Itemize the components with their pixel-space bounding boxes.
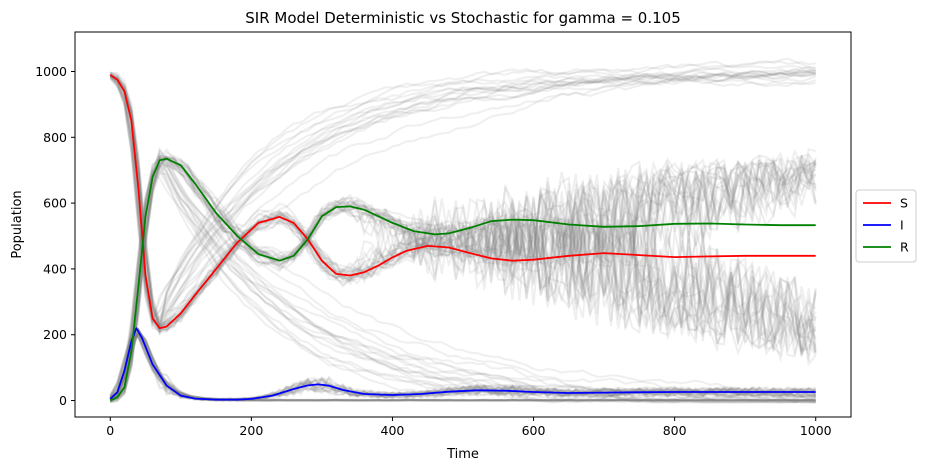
x-tick-label: 200	[239, 423, 263, 438]
stochastic-trace	[109, 160, 816, 404]
stochastic-trace	[109, 156, 817, 399]
stochastic-trace	[110, 75, 817, 326]
stochastic-trace	[109, 334, 817, 402]
x-tick-label: 800	[663, 423, 687, 438]
stochastic-trace	[109, 72, 816, 334]
y-axis-ticks: 0 200 400 600 800 1000	[35, 64, 75, 408]
y-axis-label: Population	[10, 190, 25, 258]
stochastic-trace	[110, 71, 816, 333]
stochastic-trace	[110, 76, 817, 326]
x-tick-label: 400	[381, 423, 405, 438]
stochastic-trace	[109, 74, 817, 332]
stochastic-trace	[109, 75, 817, 328]
legend-box	[855, 189, 917, 263]
stochastic-trace	[109, 71, 817, 332]
x-tick-label: 1000	[800, 423, 832, 438]
stochastic-trace	[109, 155, 817, 400]
stochastic-trace	[109, 70, 816, 337]
stochastic-trace	[109, 74, 816, 329]
stochastic-trace	[109, 173, 816, 402]
stochastic-trace	[109, 73, 817, 330]
stochastic-trace	[109, 155, 817, 402]
series-line-r	[109, 157, 816, 402]
stochastic-trace	[110, 163, 817, 401]
stochastic-trace	[109, 73, 817, 326]
y-tick-label: 1000	[35, 64, 67, 79]
stochastic-trace	[109, 71, 816, 329]
y-tick-label: 200	[43, 327, 67, 342]
stochastic-trace	[110, 155, 816, 404]
stochastic-trace	[110, 71, 816, 326]
stochastic-trace	[109, 67, 816, 322]
stochastic-trace	[109, 73, 816, 334]
y-tick-label: 400	[43, 261, 67, 276]
series-line-s	[109, 74, 816, 330]
stochastic-trace	[109, 74, 817, 323]
plot-frame	[74, 31, 852, 418]
stochastic-trace	[109, 73, 816, 325]
stochastic-trace	[109, 60, 816, 326]
stochastic-trace	[109, 155, 817, 400]
stochastic-trace	[109, 77, 817, 331]
stochastic-trace	[109, 67, 816, 332]
stochastic-trace	[109, 70, 817, 321]
legend: SIR	[855, 189, 917, 263]
stochastic-trace	[109, 157, 817, 404]
x-axis-label: Time	[446, 447, 479, 462]
stochastic-trace	[110, 156, 817, 401]
stochastic-trace	[110, 76, 817, 332]
y-tick-label: 600	[43, 196, 67, 211]
stochastic-trace	[109, 167, 816, 402]
stochastic-trace	[109, 73, 816, 326]
chart-title: SIR Model Deterministic vs Stochastic fo…	[245, 9, 681, 27]
stochastic-trace	[109, 146, 816, 404]
stochastic-trace	[109, 74, 817, 329]
x-tick-label: 0	[106, 423, 114, 438]
stochastic-trace	[109, 66, 816, 324]
legend-label-s: S	[900, 196, 908, 211]
y-tick-label: 0	[59, 393, 67, 408]
stochastic-trace	[109, 157, 816, 401]
stochastic-trace	[110, 162, 817, 400]
stochastic-trace	[110, 169, 816, 404]
stochastic-trace	[109, 157, 817, 399]
stochastic-trace	[109, 155, 817, 398]
legend-label-i: I	[900, 218, 904, 233]
stochastic-trace	[109, 71, 817, 331]
stochastic-trace	[109, 148, 817, 399]
stochastic-trace	[109, 74, 817, 328]
stochastic-trace	[109, 160, 817, 403]
stochastic-trace	[110, 150, 817, 401]
stochastic-trace	[109, 151, 816, 404]
stochastic-trace	[110, 156, 817, 404]
stochastic-trace	[109, 154, 816, 404]
x-axis-ticks: 0 200 400 600 800 1000	[106, 417, 832, 438]
stochastic-trace	[109, 63, 817, 337]
stochastic-trace	[109, 68, 816, 334]
stochastic-trace	[110, 171, 816, 402]
stochastic-trace	[109, 76, 817, 328]
stochastic-trace	[109, 155, 817, 403]
deterministic-series	[109, 74, 816, 402]
stochastic-trace	[109, 57, 816, 330]
stochastic-trace	[110, 68, 816, 329]
stochastic-trace	[109, 155, 817, 402]
y-tick-label: 800	[43, 130, 67, 145]
x-tick-label: 600	[522, 423, 546, 438]
series-line-i	[109, 327, 816, 401]
stochastic-trace	[109, 73, 817, 323]
stochastic-trace	[109, 160, 816, 403]
legend-label-r: R	[900, 240, 909, 255]
stochastic-trace	[109, 163, 816, 404]
stochastic-trace	[110, 74, 817, 331]
stochastic-trace	[109, 148, 817, 400]
stochastic-trace	[109, 157, 817, 402]
